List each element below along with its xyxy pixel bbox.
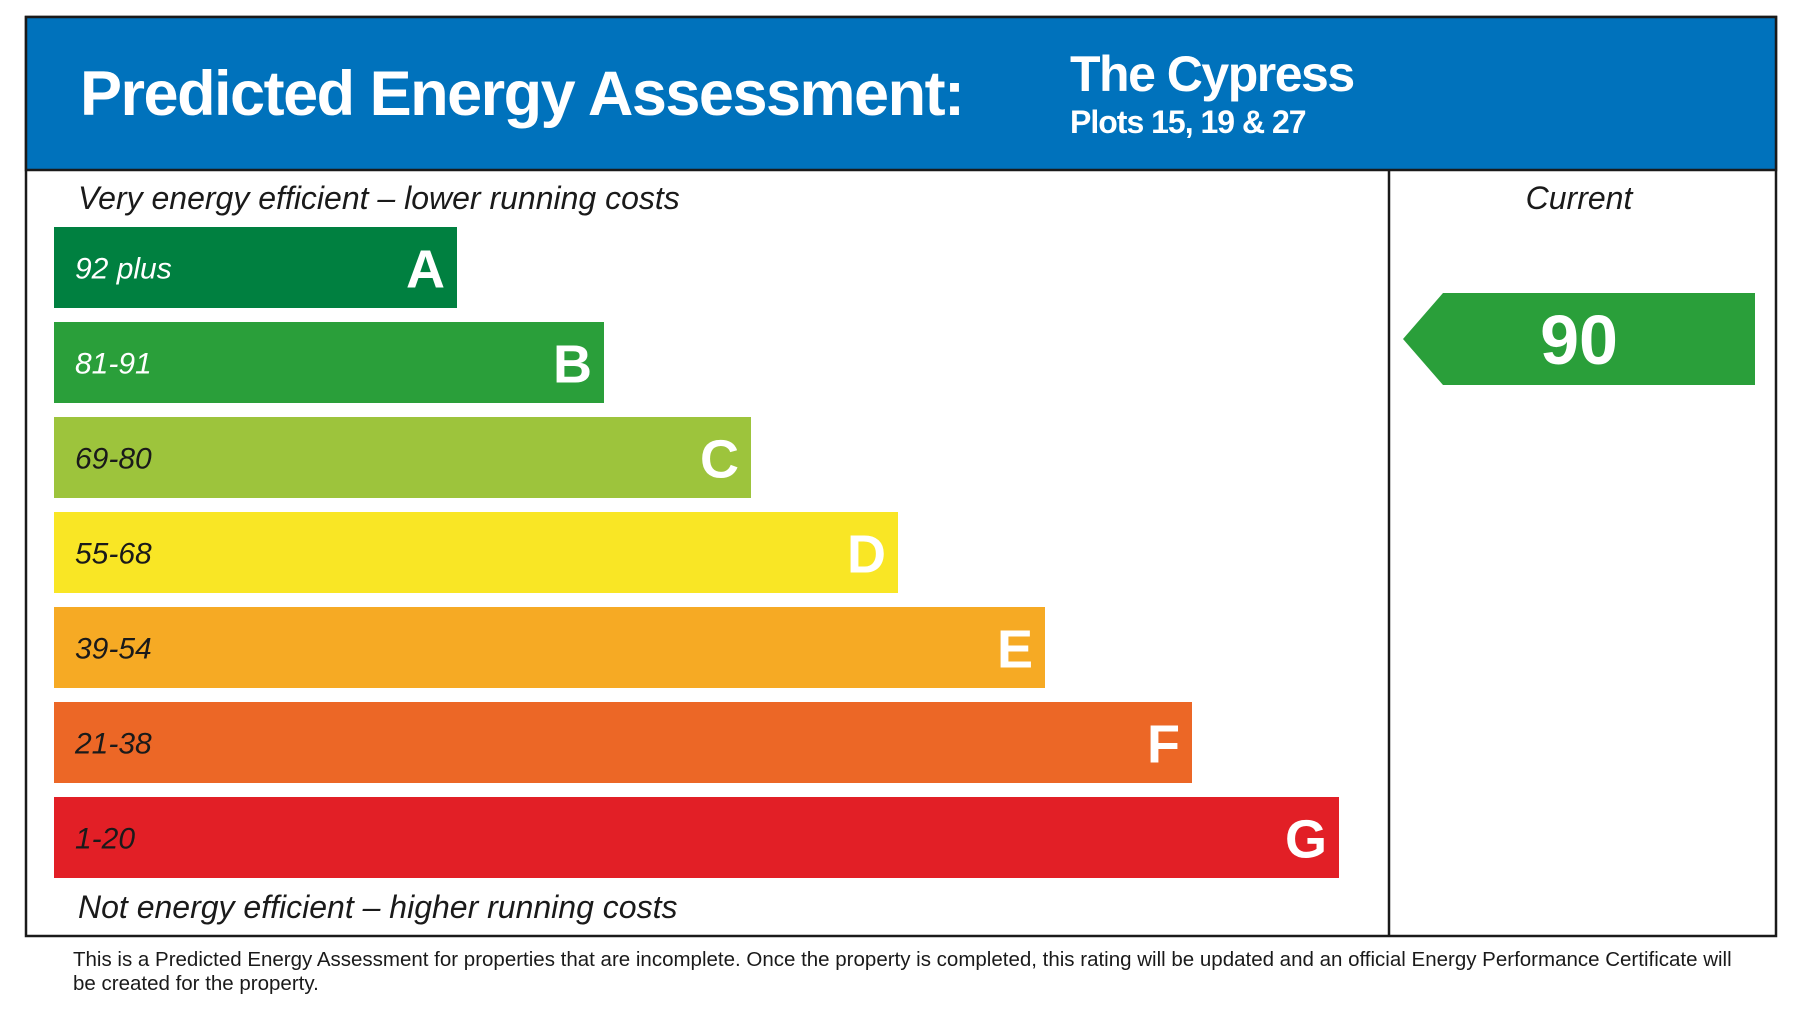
band-letter: E xyxy=(997,620,1033,680)
band-range: 1-20 xyxy=(75,823,135,856)
header-title: Predicted Energy Assessment: xyxy=(80,59,964,129)
header-bar xyxy=(24,15,1778,172)
band-bar xyxy=(54,607,1045,688)
band-bar xyxy=(54,417,751,498)
band-bar xyxy=(54,702,1192,783)
band-range: 92 plus xyxy=(75,253,172,286)
band-letter: D xyxy=(847,525,886,585)
development-name: The Cypress xyxy=(1070,46,1354,102)
band-range: 81-91 xyxy=(75,348,152,381)
band-range: 55-68 xyxy=(75,538,152,571)
band-bar xyxy=(54,512,898,593)
band-range: 69-80 xyxy=(75,443,152,476)
band-bar xyxy=(54,322,604,403)
top-note: Very energy efficient – lower running co… xyxy=(78,180,680,216)
band-letter: A xyxy=(406,240,445,300)
footer-note: This is a Predicted Energy Assessment fo… xyxy=(73,948,1732,995)
current-value: 90 xyxy=(1540,301,1618,379)
band-range: 39-54 xyxy=(75,633,152,666)
band-letter: C xyxy=(700,430,739,490)
plots: Plots 15, 19 & 27 xyxy=(1070,104,1306,140)
current-arrow xyxy=(1403,293,1755,385)
band-bar xyxy=(54,227,457,308)
current-label: Current xyxy=(1526,180,1634,216)
band-range: 21-38 xyxy=(74,728,152,761)
band-bar xyxy=(54,797,1339,878)
band-letter: B xyxy=(553,335,592,395)
band-letter: G xyxy=(1285,810,1327,870)
bottom-note: Not energy efficient – higher running co… xyxy=(78,889,677,925)
band-letter: F xyxy=(1147,715,1180,775)
